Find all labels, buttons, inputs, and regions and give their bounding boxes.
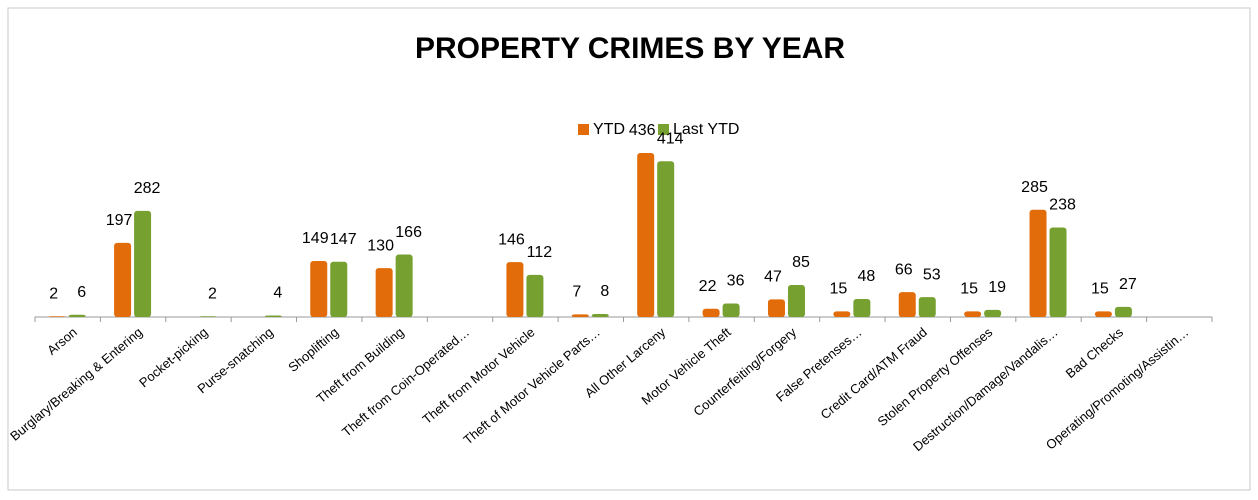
bar [395, 254, 413, 317]
data-label: 15 [1091, 281, 1109, 298]
bar [526, 274, 544, 317]
bar [134, 210, 152, 317]
bar [984, 309, 1002, 317]
bar [767, 299, 785, 317]
data-label: 130 [367, 237, 394, 254]
bar [722, 303, 740, 317]
legend-swatch [658, 124, 669, 135]
data-label: 7 [572, 284, 581, 301]
data-label: 149 [302, 230, 329, 247]
bar [48, 316, 66, 317]
bar [964, 311, 982, 317]
bar [1114, 306, 1132, 317]
bar [637, 153, 655, 317]
bar [918, 297, 936, 317]
data-label: 6 [77, 284, 86, 301]
data-label: 48 [857, 268, 875, 285]
bar [853, 298, 871, 317]
bar [1049, 227, 1067, 317]
data-label: 53 [923, 266, 941, 283]
data-label: 197 [106, 212, 133, 229]
bar [591, 313, 609, 317]
data-label: 36 [727, 273, 745, 290]
data-label: 15 [829, 281, 847, 298]
data-label: 22 [699, 278, 717, 295]
data-label: 436 [629, 122, 656, 139]
bar [310, 260, 328, 317]
bar [506, 262, 524, 317]
data-label: 414 [657, 130, 684, 147]
bar [1094, 311, 1112, 317]
bar [114, 242, 132, 317]
bar [264, 315, 282, 317]
bar [898, 292, 916, 317]
legend-swatch [578, 124, 589, 135]
data-label: 27 [1119, 276, 1137, 293]
data-label: 85 [792, 254, 810, 271]
data-label: 8 [600, 283, 609, 300]
data-label: 15 [960, 281, 978, 298]
bar [375, 268, 393, 317]
bar [330, 261, 348, 317]
data-label: 66 [895, 261, 913, 278]
bar [787, 285, 805, 317]
legend-label: YTD [593, 121, 625, 138]
bar [68, 314, 86, 317]
data-label: 47 [764, 269, 782, 286]
data-label: 147 [330, 231, 357, 248]
data-label: 282 [134, 180, 161, 197]
bar [833, 311, 851, 317]
bar [571, 314, 589, 317]
data-label: 285 [1021, 179, 1048, 196]
data-label: 2 [49, 285, 58, 302]
bar [702, 308, 720, 317]
data-label: 2 [208, 285, 217, 302]
bar [1029, 209, 1047, 317]
data-label: 112 [527, 244, 553, 261]
chart-title: PROPERTY CRIMES BY YEAR [415, 32, 845, 65]
data-label: 238 [1049, 197, 1076, 214]
data-label: 166 [395, 224, 422, 241]
data-label: 4 [273, 285, 282, 302]
data-label: 146 [498, 231, 525, 248]
bar [199, 316, 217, 317]
bar [657, 161, 675, 317]
data-label: 19 [988, 279, 1006, 296]
legend-label: Last YTD [673, 121, 739, 138]
